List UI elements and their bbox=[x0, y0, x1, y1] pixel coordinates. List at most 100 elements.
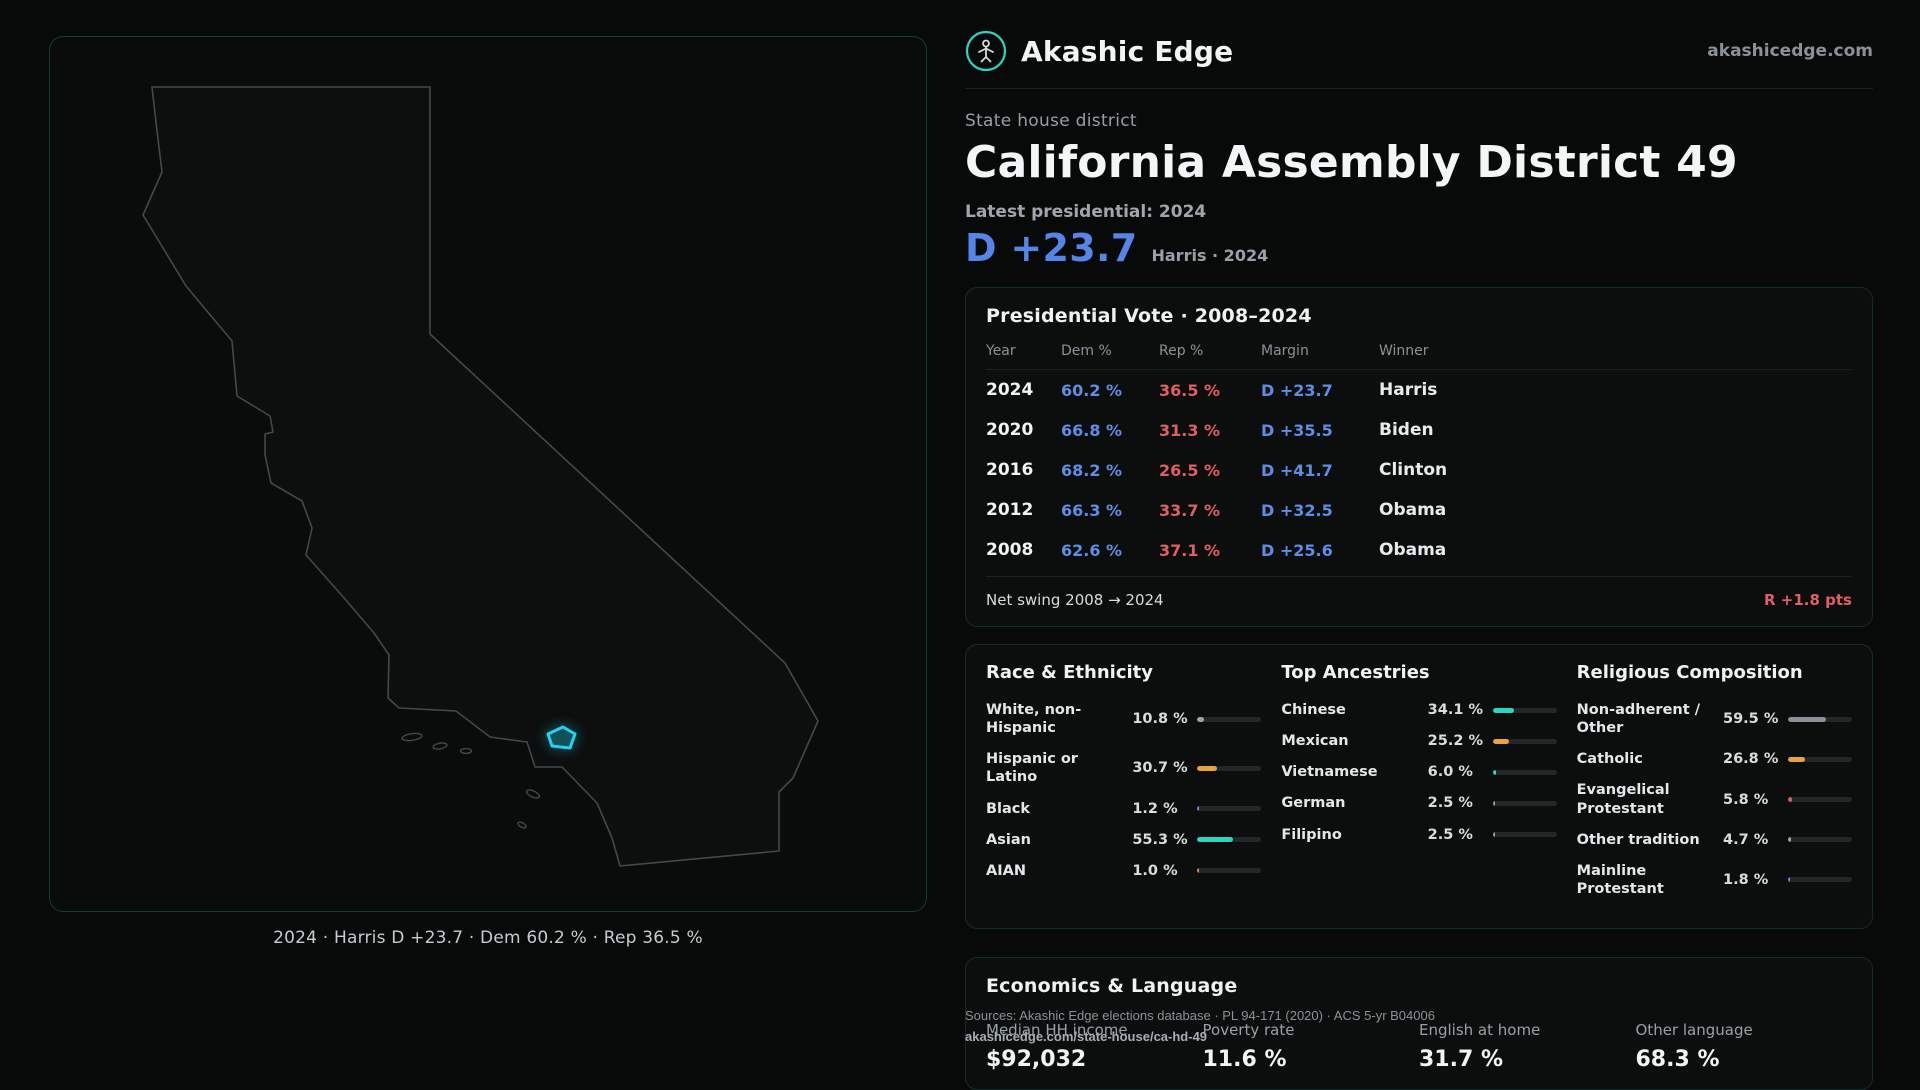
demo-bar-fill bbox=[1788, 756, 1806, 762]
demo-bar-track bbox=[1197, 837, 1262, 843]
cell-dem: 66.3 % bbox=[1061, 500, 1123, 520]
cell-dem: 60.2 % bbox=[1061, 380, 1123, 400]
table-body: 2024 60.2 % 36.5 % D +23.7 Harris 2020 6… bbox=[986, 370, 1852, 570]
demo-bar-fill bbox=[1197, 837, 1233, 843]
demo-row: Hispanic or Latino 30.7 % bbox=[986, 750, 1262, 786]
cell-winner: Obama bbox=[1379, 500, 1447, 520]
stat-other-language: Other language 68.3 % bbox=[1636, 1021, 1853, 1072]
demo-label: Other tradition bbox=[1576, 831, 1700, 848]
demo-bar-fill bbox=[1788, 797, 1792, 802]
demo-row: Other tradition 4.7 % bbox=[1577, 831, 1852, 849]
table-row: 2008 62.6 % 37.1 % D +25.6 Obama bbox=[986, 530, 1852, 570]
col-header-rep: Rep % bbox=[1159, 343, 1204, 359]
presidential-vote-card: Presidential Vote · 2008–2024 Year Dem %… bbox=[965, 287, 1873, 627]
demo-bar-fill bbox=[1197, 716, 1205, 722]
demo-label: Vietnamese bbox=[1281, 764, 1378, 781]
district-highlight[interactable] bbox=[546, 725, 577, 750]
stat-label: English at home bbox=[1419, 1021, 1541, 1039]
demo-bar-fill bbox=[1492, 832, 1495, 838]
brand-title: Akashic Edge bbox=[1021, 34, 1234, 68]
section-title: Top Ancestries bbox=[1281, 662, 1430, 683]
demo-value: 59.5 % bbox=[1723, 711, 1779, 728]
demo-row: Mainline Protestant 1.8 % bbox=[1577, 862, 1852, 898]
cell-rep: 33.7 % bbox=[1159, 500, 1221, 520]
cell-year: 2016 bbox=[986, 460, 1034, 480]
headline-margin: D +23.7 Harris · 2024 bbox=[965, 226, 1873, 270]
demo-bar-fill bbox=[1492, 738, 1509, 744]
demo-row: Evangelical Protestant 5.8 % bbox=[1577, 781, 1852, 817]
demo-bar-fill bbox=[1788, 837, 1791, 843]
demo-bar-track bbox=[1197, 765, 1262, 771]
demo-value: 55.3 % bbox=[1132, 831, 1188, 848]
demo-value: 4.7 % bbox=[1723, 831, 1769, 848]
race-ethnicity-section: Race & Ethnicity White, non-Hispanic 10.… bbox=[986, 662, 1262, 911]
presidential-card-title: Presidential Vote · 2008–2024 bbox=[986, 305, 1312, 327]
map-caption: 2024 · Harris D +23.7 · Dem 60.2 % · Rep… bbox=[273, 928, 703, 948]
demo-label: Non-adherent / Other bbox=[1576, 702, 1700, 737]
demo-label: Filipino bbox=[1281, 826, 1342, 843]
cell-winner: Biden bbox=[1379, 420, 1434, 440]
demo-bar-track bbox=[1492, 800, 1557, 806]
site-domain-link[interactable]: akashicedge.com bbox=[1707, 41, 1873, 61]
demo-label: Black bbox=[986, 800, 1031, 817]
demo-label: Mexican bbox=[1281, 733, 1349, 750]
akashic-edge-logo-icon bbox=[965, 30, 1007, 72]
presidential-table: Year Dem % Rep % Margin Winner 2024 60.2… bbox=[986, 339, 1852, 609]
stat-english-at-home: English at home 31.7 % bbox=[1419, 1021, 1636, 1072]
cell-winner: Harris bbox=[1379, 380, 1438, 400]
cell-year: 2012 bbox=[986, 500, 1034, 520]
cell-year: 2008 bbox=[986, 540, 1034, 560]
demo-value: 25.2 % bbox=[1427, 733, 1484, 750]
col-header-year: Year bbox=[986, 343, 1016, 359]
economics-language-card: Economics & Language Median HH income $9… bbox=[965, 957, 1873, 1090]
stat-value: 31.7 % bbox=[1419, 1047, 1503, 1072]
cell-rep: 31.3 % bbox=[1159, 420, 1221, 440]
margin-note: Harris · 2024 bbox=[1151, 246, 1269, 265]
demo-row: White, non-Hispanic 10.8 % bbox=[986, 701, 1262, 737]
cell-margin: D +35.5 bbox=[1261, 420, 1333, 440]
cell-year: 2024 bbox=[986, 380, 1034, 400]
demo-value: 2.5 % bbox=[1427, 795, 1473, 812]
col-header-dem: Dem % bbox=[1061, 343, 1112, 359]
demo-bar-track bbox=[1788, 797, 1852, 802]
demo-bar-track bbox=[1788, 756, 1852, 762]
demo-bar-track bbox=[1788, 716, 1852, 722]
demo-bar-track bbox=[1197, 806, 1262, 812]
col-header-winner: Winner bbox=[1379, 343, 1429, 359]
demo-label: Chinese bbox=[1281, 702, 1346, 718]
channel-islands bbox=[401, 732, 541, 829]
site-header: Akashic Edge akashicedge.com bbox=[965, 30, 1873, 89]
cell-dem: 62.6 % bbox=[1061, 540, 1123, 560]
cell-dem: 68.2 % bbox=[1061, 460, 1123, 480]
demo-value: 1.0 % bbox=[1132, 862, 1178, 879]
religious-composition-section: Religious Composition Non-adherent / Oth… bbox=[1577, 662, 1852, 911]
demo-bar-track bbox=[1788, 877, 1852, 883]
cell-winner: Clinton bbox=[1379, 460, 1448, 480]
stat-label: Poverty rate bbox=[1202, 1021, 1295, 1039]
demo-row: Mexican 25.2 % bbox=[1281, 732, 1557, 750]
demo-row: Asian 55.3 % bbox=[986, 831, 1262, 849]
demo-label: Hispanic or Latino bbox=[986, 751, 1078, 786]
stat-value: 11.6 % bbox=[1202, 1047, 1287, 1072]
demo-bar-fill bbox=[1788, 716, 1827, 722]
cell-margin: D +32.5 bbox=[1261, 500, 1333, 520]
table-row: 2012 66.3 % 33.7 % D +32.5 Obama bbox=[986, 490, 1852, 530]
stat-label: Median HH income bbox=[986, 1021, 1128, 1039]
demo-value: 26.8 % bbox=[1723, 751, 1779, 768]
demo-bar-track bbox=[1197, 868, 1262, 874]
stat-label: Other language bbox=[1635, 1021, 1753, 1039]
demo-value: 10.8 % bbox=[1132, 711, 1188, 728]
cell-dem: 66.8 % bbox=[1061, 420, 1123, 440]
demo-value: 34.1 % bbox=[1427, 702, 1484, 719]
stat-median-income: Median HH income $92,032 bbox=[986, 1021, 1203, 1072]
district-detail-panel: Akashic Edge akashicedge.com State house… bbox=[965, 30, 1873, 1090]
cell-margin: D +41.7 bbox=[1261, 460, 1333, 480]
table-row: 2016 68.2 % 26.5 % D +41.7 Clinton bbox=[986, 450, 1852, 490]
demo-row: Chinese 34.1 % bbox=[1281, 701, 1557, 719]
demographics-grid: Race & Ethnicity White, non-Hispanic 10.… bbox=[986, 662, 1852, 911]
demo-row: Catholic 26.8 % bbox=[1577, 750, 1852, 768]
demo-row: German 2.5 % bbox=[1281, 794, 1557, 812]
demo-bar-track bbox=[1492, 707, 1557, 713]
demo-value: 1.2 % bbox=[1132, 800, 1178, 817]
latest-presidential-label: Latest presidential: 2024 bbox=[965, 202, 1207, 222]
